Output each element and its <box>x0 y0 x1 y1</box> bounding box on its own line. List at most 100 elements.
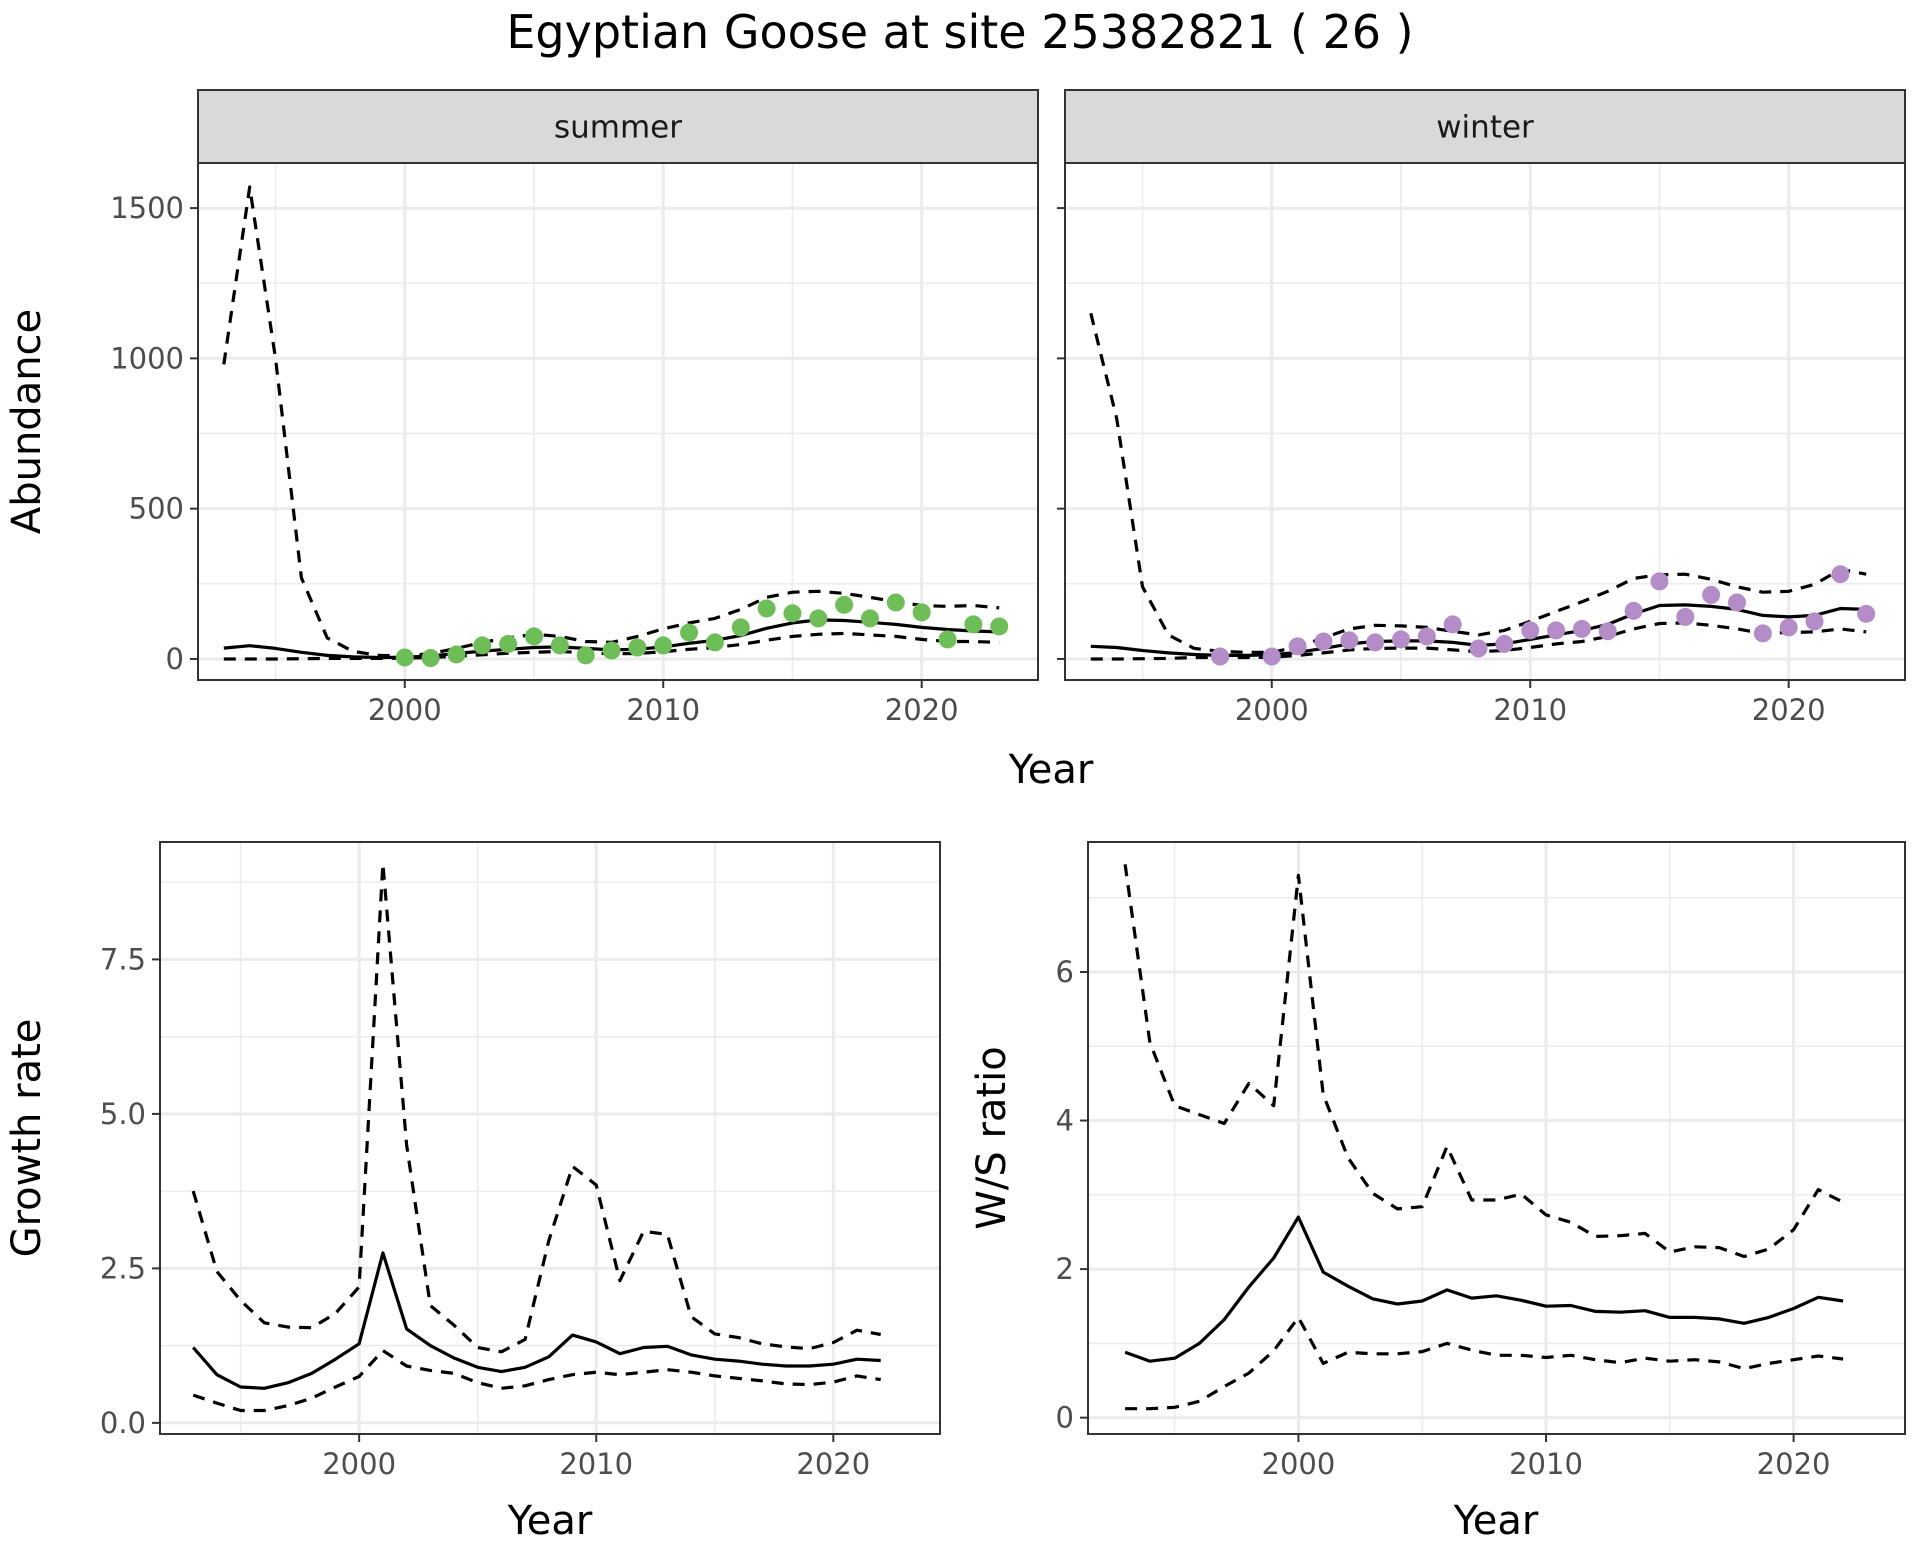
series-line-estimate <box>1124 1215 1844 1363</box>
y-tick-label: 0.0 <box>100 1406 146 1440</box>
x-tick-label: 2020 <box>1752 693 1826 727</box>
data-point <box>499 634 518 653</box>
data-point <box>990 617 1009 636</box>
x-tick-label: 2000 <box>368 693 442 727</box>
panel-border <box>159 841 941 1435</box>
y-tick-label: 7.5 <box>100 942 146 976</box>
data-point <box>964 615 983 634</box>
data-point <box>1779 618 1798 637</box>
data-point <box>421 649 440 668</box>
data-point <box>1211 647 1230 666</box>
x-axis-label-growth: Year <box>507 1498 593 1544</box>
data-point <box>602 641 621 660</box>
data-point <box>757 599 776 618</box>
data-point <box>861 609 879 628</box>
facet-strip <box>1064 89 1906 164</box>
data-point <box>1366 633 1385 652</box>
data-point <box>1392 630 1410 649</box>
data-point <box>1650 572 1669 591</box>
data-point <box>1598 622 1617 641</box>
series-line-upper <box>1123 864 1844 1259</box>
facet-strip-label: summer <box>554 110 682 146</box>
data-point <box>1624 601 1643 620</box>
series-line-lower <box>1125 1315 1844 1411</box>
series-line-upper <box>1089 312 1867 654</box>
x-tick-label: 2020 <box>1757 1447 1831 1481</box>
y-tick-label: 5.0 <box>100 1097 146 1131</box>
data-point <box>705 633 724 652</box>
panel-border <box>1087 841 1906 1435</box>
data-point <box>912 603 931 622</box>
series-line-estimate <box>191 1251 881 1390</box>
data-point <box>835 595 854 614</box>
x-tick-label: 2010 <box>1509 1447 1583 1481</box>
figure-title: Egyptian Goose at site 25382821 ( 26 ) <box>506 5 1413 59</box>
data-point <box>447 645 466 664</box>
data-point <box>1288 637 1307 656</box>
data-point <box>1417 627 1436 646</box>
data-point <box>1728 593 1746 612</box>
x-tick-label: 2000 <box>322 1447 396 1481</box>
x-tick-label: 2010 <box>626 693 700 727</box>
data-point <box>731 618 750 637</box>
data-point <box>1572 619 1591 638</box>
data-point <box>628 638 647 657</box>
facet-strip-label: winter <box>1436 110 1534 146</box>
series-line-upper <box>191 861 881 1354</box>
y-tick-label: 4 <box>1056 1104 1074 1138</box>
data-point <box>1857 604 1876 623</box>
data-point <box>1340 631 1359 650</box>
y-axis-label: Abundance <box>4 309 50 534</box>
data-point <box>1495 634 1514 653</box>
panel-border <box>197 162 1039 681</box>
data-point <box>1443 615 1462 634</box>
data-point <box>809 609 828 628</box>
series-line-upper <box>222 185 1000 658</box>
panel-ratio: 2000 2010 2020 0 2 4 6 W/S ratio <box>969 841 1906 1481</box>
data-point <box>1831 565 1850 584</box>
x-tick-label: 2010 <box>1493 693 1567 727</box>
panel-winter: winter 2000 2010 2020 <box>1057 89 1906 727</box>
y-tick-label: 2.5 <box>100 1251 146 1285</box>
y-axis-label: Growth rate <box>4 1019 50 1258</box>
x-tick-label: 2020 <box>796 1447 870 1481</box>
data-point <box>525 627 543 646</box>
data-point <box>1469 639 1488 658</box>
data-point <box>473 636 492 655</box>
x-tick-label: 2010 <box>559 1447 633 1481</box>
chart-layer: summer 2000 2010 2020 0 500 1000 1500 Abundance w… <box>4 89 1906 1544</box>
data-point <box>1547 621 1566 640</box>
data-point <box>886 593 905 612</box>
data-point <box>550 636 569 655</box>
y-tick-label: 2 <box>1056 1252 1074 1286</box>
panel-border <box>1064 162 1906 681</box>
y-tick-label: 1000 <box>110 341 184 375</box>
data-point <box>783 604 802 623</box>
y-tick-label: 0 <box>1056 1401 1074 1435</box>
y-axis-label: W/S ratio <box>969 1046 1015 1229</box>
data-point <box>654 636 673 655</box>
x-tick-label: 2000 <box>1262 1447 1336 1481</box>
data-point <box>1702 585 1721 604</box>
data-point <box>1753 624 1772 643</box>
y-tick-label: 500 <box>129 492 184 526</box>
x-axis-label-ratio: Year <box>1453 1498 1539 1544</box>
data-point <box>576 646 595 665</box>
x-tick-label: 2000 <box>1235 693 1309 727</box>
data-point <box>1262 647 1281 666</box>
x-axis-label-top: Year <box>1008 747 1094 793</box>
panel-summer: summer 2000 2010 2020 0 500 1000 1500 Abundance <box>4 89 1039 727</box>
y-tick-label: 6 <box>1056 955 1074 989</box>
data-point <box>938 630 957 649</box>
panel-growth: 2000 2010 2020 0.0 2.5 5.0 7.5 Growth rate <box>4 841 941 1481</box>
data-point <box>1521 621 1540 640</box>
data-point <box>1314 632 1333 651</box>
data-point <box>1805 612 1824 631</box>
data-point <box>395 648 414 667</box>
data-point <box>1676 607 1695 626</box>
y-tick-label: 1500 <box>110 191 184 225</box>
data-point <box>680 623 699 642</box>
x-tick-label: 2020 <box>885 693 959 727</box>
facet-strip <box>197 89 1039 164</box>
